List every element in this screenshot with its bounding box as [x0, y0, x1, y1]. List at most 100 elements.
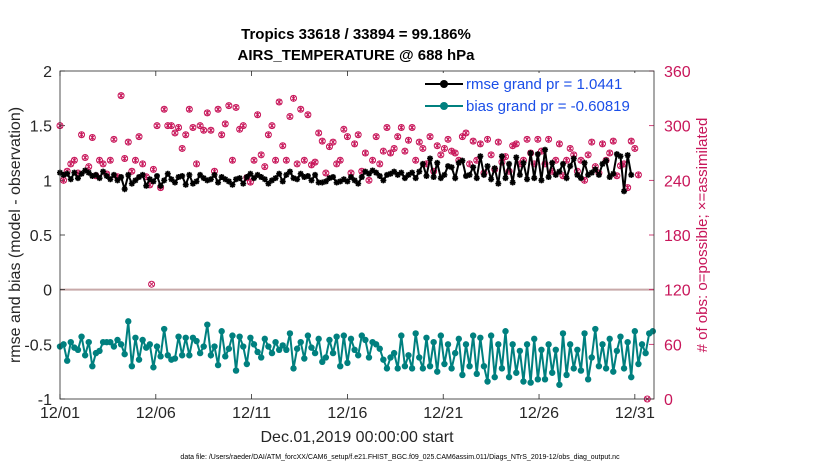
rmse-point: [103, 172, 110, 179]
obs-assimilated-point: [319, 138, 326, 145]
obs-assimilated-point: [200, 127, 207, 134]
y-tick-label: 2: [43, 64, 52, 81]
bias-point: [419, 365, 427, 372]
obs-assimilated-point: [394, 133, 401, 140]
rmse-point: [466, 171, 473, 178]
obs-assimilated-point: [524, 136, 530, 143]
obs-assimilated-point: [369, 157, 376, 164]
obs-assimilated-point: [344, 133, 351, 140]
rmse-point: [355, 180, 362, 187]
bias-point: [549, 369, 556, 376]
bias-point: [401, 363, 409, 370]
bias-point: [387, 354, 394, 361]
rmse-point: [225, 178, 232, 185]
bias-point: [139, 336, 146, 344]
bias-point: [293, 345, 301, 352]
rmse-point: [617, 153, 624, 160]
bias-point: [200, 343, 207, 350]
rmse-point: [498, 153, 505, 160]
y-right-axis-label: # of obs: o=possible; ×=assimilated: [694, 118, 711, 353]
rmse-point: [506, 160, 513, 167]
rmse-point: [470, 164, 477, 171]
bias-point: [304, 332, 312, 339]
rmse-point: [401, 175, 408, 182]
y-right-tick-label: 60: [664, 337, 682, 354]
x-tick-label: 12/01: [40, 405, 80, 422]
bias-point: [513, 369, 520, 376]
bias-point: [372, 341, 380, 348]
rmse-point: [369, 167, 376, 174]
rmse-point: [480, 171, 487, 178]
obs-assimilated-point: [402, 148, 408, 155]
x-tick-label: 12/31: [615, 405, 655, 422]
bias-point: [240, 343, 247, 350]
rmse-point: [434, 159, 441, 166]
obs-assimilated-point: [204, 109, 211, 116]
rmse-point: [154, 172, 161, 179]
obs-assimilated-point: [326, 143, 333, 150]
obs-assimilated-point: [315, 129, 322, 136]
obs-assimilated-point: [193, 160, 200, 167]
bias-point: [107, 338, 114, 346]
x-tick-label: 12/21: [423, 405, 463, 422]
rmse-point: [459, 157, 466, 164]
rmse-point: [344, 178, 351, 185]
rmse-point: [394, 171, 401, 178]
obs-assimilated-point: [445, 136, 451, 143]
bias-point: [505, 373, 513, 381]
bias-point: [222, 353, 229, 360]
rmse-point: [132, 177, 139, 184]
bias-point: [566, 341, 574, 348]
rmse-point: [567, 163, 574, 170]
rmse-point: [283, 171, 290, 178]
rmse-point: [552, 171, 559, 178]
rmse-point: [621, 188, 628, 195]
bias-point: [89, 363, 96, 370]
obs-assimilated-point: [89, 134, 96, 141]
rmse-point: [175, 174, 182, 181]
bias-point: [452, 349, 459, 357]
rmse-point: [182, 181, 189, 188]
rmse-point: [358, 174, 365, 181]
rmse-point: [294, 176, 301, 183]
obs-assimilated-point: [287, 113, 293, 120]
rmse-point: [121, 186, 128, 193]
rmse-point: [100, 168, 107, 175]
x-axis-label: Dec.01,2019 00:00:00 start: [260, 429, 454, 446]
bias-point: [74, 346, 82, 353]
rmse-point: [243, 174, 250, 181]
bias-line: [59, 321, 654, 385]
obs-assimilated-point: [427, 133, 433, 140]
bias-point: [157, 353, 164, 360]
obs-assimilated-point: [585, 151, 591, 158]
legend: rmse grand pr = 1.0441 bias grand pr = -…: [420, 73, 650, 115]
obs-assimilated-point: [175, 124, 182, 131]
bias-point: [545, 341, 552, 348]
bias-point: [85, 338, 92, 346]
rmse-point: [455, 159, 462, 166]
obs-assimilated-point: [488, 151, 494, 158]
bias-point: [153, 343, 161, 350]
rmse-point: [333, 179, 340, 186]
rmse-point: [236, 175, 243, 182]
rmse-point: [200, 175, 207, 182]
bias-point: [595, 363, 603, 370]
rmse-point: [391, 168, 398, 175]
rmse-point: [613, 151, 620, 158]
bias-point: [171, 355, 179, 362]
rmse-point: [67, 176, 74, 183]
bias-point: [552, 346, 559, 353]
obs-assimilated-point: [545, 136, 552, 143]
rmse-point: [559, 160, 566, 167]
bias-point: [588, 354, 595, 361]
bias-point: [617, 333, 624, 340]
obs-assimilated-point: [215, 106, 221, 113]
rmse-point: [322, 178, 329, 185]
obs-assimilated-point: [125, 139, 132, 146]
rmse-point: [136, 174, 143, 181]
bias-point: [326, 336, 333, 344]
bias-point: [247, 334, 254, 341]
x-tick-label: 12/06: [136, 405, 176, 422]
x-tick-label: 12/16: [327, 405, 367, 422]
rmse-point: [445, 163, 452, 170]
